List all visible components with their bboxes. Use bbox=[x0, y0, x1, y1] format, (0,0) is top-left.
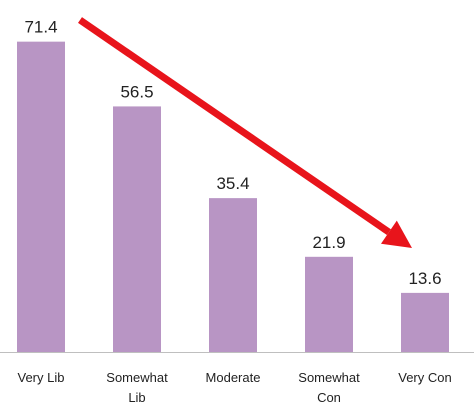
x-tick-label-4-line-0: Very Con bbox=[398, 370, 451, 385]
data-label-1: 56.5 bbox=[120, 82, 153, 101]
x-tick-label-3-line-1: Con bbox=[317, 390, 341, 405]
bar-4 bbox=[401, 292, 449, 352]
trend-arrow-head bbox=[381, 220, 412, 248]
value-labels-group: 71.4 56.5 35.4 21.9 13.6 bbox=[24, 18, 441, 288]
x-tick-label-1-line-0: Somewhat bbox=[106, 370, 168, 385]
x-tick-label-0-line-0: Very Lib bbox=[18, 370, 65, 385]
bar-0 bbox=[17, 41, 65, 352]
x-tick-label-1-line-1: Lib bbox=[128, 390, 145, 405]
x-tick-label-2-line-0: Moderate bbox=[206, 370, 261, 385]
data-label-0: 71.4 bbox=[24, 18, 57, 37]
bar-2 bbox=[209, 198, 257, 352]
x-tick-label-3-line-0: Somewhat bbox=[298, 370, 360, 385]
trend-arrow-annotation bbox=[78, 17, 412, 248]
x-tick-labels-group: Very Lib Somewhat Lib Moderate Somewhat Con Ve… bbox=[18, 370, 452, 405]
bar-1 bbox=[113, 106, 161, 352]
data-label-3: 21.9 bbox=[312, 233, 345, 252]
data-label-4: 13.6 bbox=[408, 269, 441, 288]
bar-3 bbox=[305, 256, 353, 352]
trend-arrow-shaft bbox=[78, 17, 391, 236]
bars-group bbox=[17, 41, 449, 352]
data-label-2: 35.4 bbox=[216, 174, 249, 193]
